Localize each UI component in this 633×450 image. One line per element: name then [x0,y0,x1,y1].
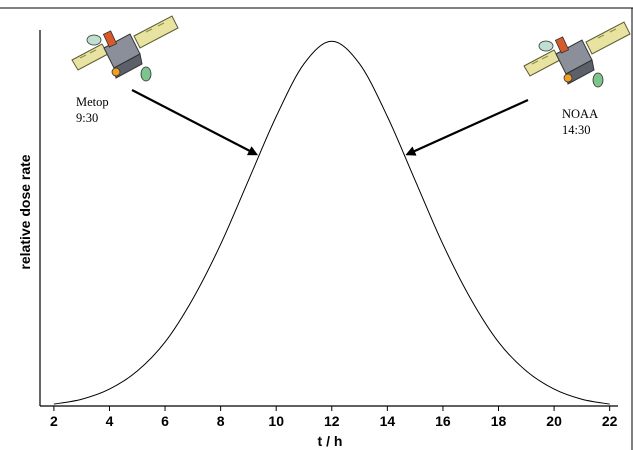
x-tick-labels: 2 4 6 8 10 12 14 16 18 20 22 [50,413,618,429]
dose-rate-curve [53,40,610,405]
metop-label: Metop [76,95,109,109]
x-tick-label: 18 [491,413,507,429]
metop-annotation: Metop 9:30 [71,15,259,156]
x-tick-label: 8 [217,413,225,429]
x-tick-label: 10 [268,413,284,429]
noaa-annotation: NOAA 14:30 [405,21,631,156]
metop-time: 9:30 [76,111,98,125]
x-tick-label: 14 [380,413,396,429]
x-axis-title: t / h [318,433,343,449]
noaa-label: NOAA [562,107,598,121]
x-tick-label: 2 [50,413,58,429]
x-ticks [53,406,611,411]
noaa-time: 14:30 [562,123,590,137]
noaa-arrow [405,98,529,156]
y-axis-title: relative dose rate [17,154,33,269]
x-tick-label: 16 [435,413,451,429]
x-tick-label: 20 [546,413,562,429]
metop-arrow [131,89,259,156]
x-tick-label: 22 [602,413,618,429]
x-tick-label: 6 [161,413,169,429]
x-tick-label: 4 [106,413,114,429]
x-tick-label: 12 [324,413,340,429]
satellite-icon [523,21,631,88]
satellite-icon [71,15,179,82]
